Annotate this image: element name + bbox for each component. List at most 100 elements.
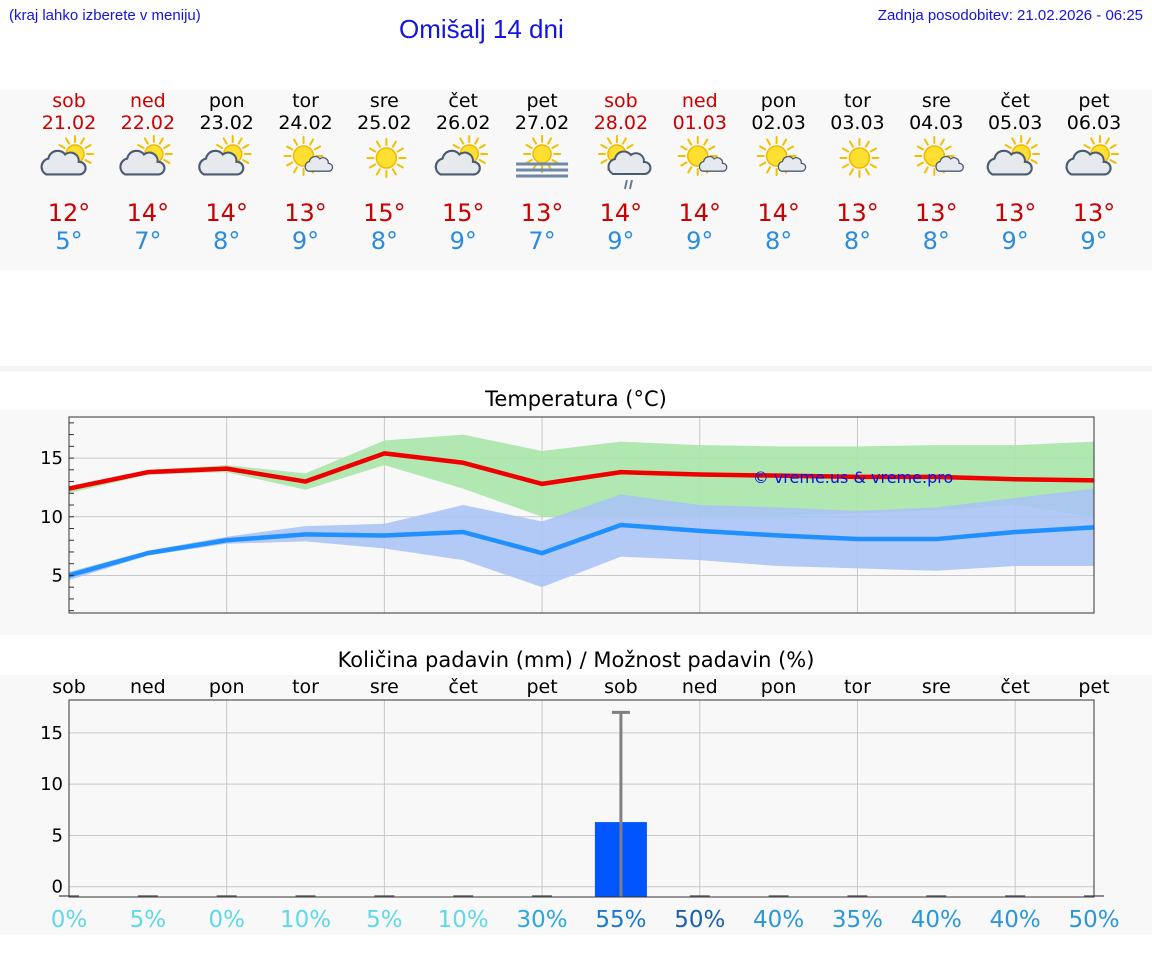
sun-small-cloud-icon <box>756 136 807 176</box>
rain-drop <box>623 179 628 190</box>
min-temp-line <box>68 522 1095 578</box>
cloud-shape <box>607 150 652 175</box>
sun-ray <box>396 147 404 153</box>
forecast-strip: sob21.0212°5°ned22.0214°7°pon23.0214°8°t… <box>40 90 1121 255</box>
temp-min: 7° <box>134 227 161 255</box>
precip-day-label: pon <box>761 676 797 698</box>
precip-probability: 35% <box>832 907 883 933</box>
sun-ray <box>143 137 149 145</box>
sun-ray <box>869 163 877 169</box>
max-range-band <box>69 434 1094 517</box>
sun-ray <box>621 137 627 145</box>
temp-min: 7° <box>528 227 555 255</box>
precip-probability: 0% <box>208 907 245 933</box>
temp-min: 9° <box>607 227 634 255</box>
cloud-shape <box>198 149 245 176</box>
day-name: čet <box>1000 90 1030 112</box>
sun-ray <box>84 159 92 164</box>
temp-min: 8° <box>213 227 240 255</box>
sun-disc <box>292 145 315 167</box>
sun-ray <box>478 144 486 149</box>
cloud-shape <box>1065 149 1112 176</box>
sun-ray <box>848 168 854 176</box>
sun-disc <box>848 147 871 169</box>
sun-ray <box>864 140 870 148</box>
sun-ray <box>551 144 559 149</box>
sun-ray <box>786 145 795 151</box>
day-name: tor <box>844 90 871 112</box>
temp-max: 14° <box>205 199 248 227</box>
precip-probability: 40% <box>990 907 1041 933</box>
sun-ray <box>65 137 70 145</box>
temp-max: 14° <box>757 199 800 227</box>
temp-min: 8° <box>923 227 950 255</box>
sun-icon <box>839 138 880 178</box>
sun-cloud-icon <box>119 135 173 176</box>
day-date: 22.02 <box>121 112 175 134</box>
sun-cloud-icon <box>40 135 94 176</box>
precip-day-label: ned <box>130 676 166 698</box>
precip-day-label: čet <box>1000 676 1030 698</box>
precip-probability: 40% <box>753 907 804 933</box>
day-date: 25.02 <box>357 112 411 134</box>
sun-ray <box>600 159 608 164</box>
cloud-outline <box>198 149 245 176</box>
sun-ray <box>939 138 945 146</box>
temp-min: 8° <box>844 227 871 255</box>
sun-ray <box>391 140 397 148</box>
sun-ray <box>916 145 925 151</box>
sun-ray <box>606 137 612 145</box>
day-date: 24.02 <box>278 112 332 134</box>
sun-ray <box>869 147 877 153</box>
sun-ray <box>396 163 404 169</box>
temp-min: 9° <box>686 227 713 255</box>
sun-ray <box>525 144 533 149</box>
precip-probability: 50% <box>674 907 725 933</box>
sun-ray <box>680 145 688 151</box>
sun-ray <box>944 145 952 151</box>
plot-frame <box>68 699 1095 898</box>
day-name: sob <box>604 90 638 112</box>
y-tick-label: 15 <box>40 723 63 744</box>
sun-ray <box>237 137 243 145</box>
sun-ray <box>1109 144 1117 149</box>
sun-ray <box>474 137 480 145</box>
temp-max: 13° <box>1073 199 1116 227</box>
cloud-shape <box>304 155 334 172</box>
sun-cloud-icon <box>198 135 252 176</box>
divider <box>0 366 1152 371</box>
sun-ray <box>286 145 294 151</box>
temp-max: 15° <box>363 199 406 227</box>
day-date: 01.03 <box>673 112 727 134</box>
temp-min: 8° <box>371 227 398 255</box>
precip-day-label: pon <box>209 676 245 698</box>
sun-ray <box>1090 137 1095 145</box>
y-tick-label: 15 <box>40 448 63 469</box>
sun-ray <box>368 163 377 169</box>
precip-probability: 10% <box>438 907 489 933</box>
sun-ray <box>687 166 693 174</box>
sun-cloud-icon <box>1065 135 1119 176</box>
precip-day-label: sob <box>604 676 638 698</box>
cloud-outline <box>40 149 87 176</box>
sun-ray <box>842 147 850 153</box>
temp-max: 13° <box>915 199 958 227</box>
sun-ray <box>759 161 767 167</box>
sun-ray <box>58 144 66 149</box>
cloud-shape <box>119 149 166 176</box>
cloud-shape <box>777 155 807 172</box>
sun-ray <box>1030 144 1038 149</box>
sun-ray <box>1109 159 1117 164</box>
sun-ray <box>478 159 486 164</box>
cloud-outline <box>935 155 964 172</box>
location-hint: (kraj lahko izberete v meniju) <box>9 7 201 24</box>
sun-disc <box>923 145 946 167</box>
temp-min: 9° <box>292 227 319 255</box>
precip-day-label: pet <box>526 676 557 698</box>
sun-ray <box>782 138 788 146</box>
cloud-shape <box>986 149 1033 176</box>
precip-probability: 40% <box>911 907 962 933</box>
sun-disc <box>375 147 398 169</box>
temp-min: 9° <box>1002 227 1029 255</box>
sun-ray <box>84 144 92 149</box>
